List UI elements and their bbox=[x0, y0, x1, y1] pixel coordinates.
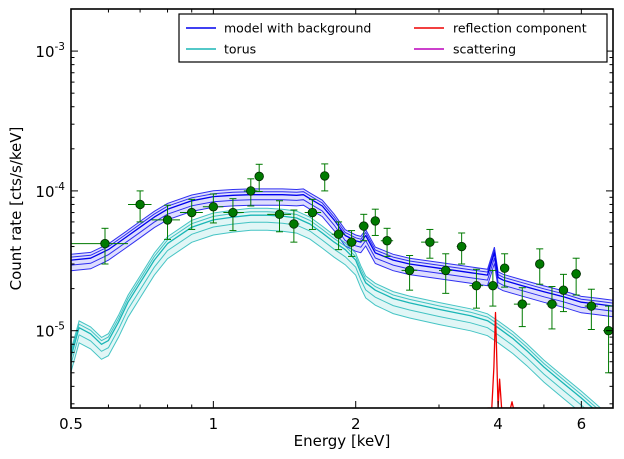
data-point-marker bbox=[333, 229, 344, 239]
y-tick-label: 10-5 bbox=[35, 321, 65, 341]
data-point-marker bbox=[571, 269, 581, 279]
data-point-marker bbox=[558, 285, 569, 295]
x-axis-label: Energy [keV] bbox=[294, 432, 391, 450]
data-point-26 bbox=[546, 286, 558, 330]
data-point-marker bbox=[274, 209, 285, 220]
data-point-marker bbox=[228, 207, 238, 218]
data-point-marker bbox=[208, 202, 219, 212]
data-point-marker bbox=[320, 171, 330, 181]
data-point-15 bbox=[370, 208, 380, 236]
data-point-18 bbox=[421, 228, 439, 259]
data-point-8 bbox=[267, 200, 292, 233]
data-point-4 bbox=[202, 193, 224, 224]
y-axis-label: Count rate [cts/s/keV] bbox=[7, 127, 25, 291]
data-point-marker bbox=[307, 207, 318, 218]
plot-background bbox=[71, 9, 613, 408]
data-points bbox=[71, 163, 613, 374]
torus-band-line-1 bbox=[71, 211, 598, 408]
data-point-0 bbox=[71, 227, 129, 265]
plot-frame bbox=[70, 8, 614, 409]
torus-line bbox=[71, 214, 594, 408]
legend-entry-reflection-component: reflection component bbox=[414, 21, 587, 36]
x-tick-label: 2 bbox=[351, 415, 361, 433]
legend-frame bbox=[178, 13, 608, 63]
data-point-marker bbox=[441, 265, 451, 276]
data-point-29 bbox=[584, 288, 598, 331]
data-point-23 bbox=[499, 253, 510, 288]
legend-label-torus: torus bbox=[224, 42, 256, 57]
data-point-marker bbox=[586, 301, 597, 311]
data-point-marker bbox=[100, 238, 110, 249]
axis-ticks bbox=[70, 8, 614, 408]
data-point-marker bbox=[535, 259, 545, 269]
y-tick-label: 10-3 bbox=[35, 41, 65, 61]
data-point-marker bbox=[488, 280, 498, 291]
data-point-13 bbox=[346, 230, 357, 257]
data-point-marker bbox=[499, 263, 510, 273]
data-point-marker bbox=[187, 207, 197, 218]
legend: model with background torus reflection c… bbox=[178, 13, 608, 63]
data-point-16 bbox=[380, 227, 394, 257]
y-tick-label: 10-4 bbox=[35, 181, 65, 201]
data-point-marker bbox=[456, 241, 467, 252]
data-point-28 bbox=[571, 257, 581, 296]
data-point-marker bbox=[135, 199, 145, 210]
x-tick-label: 4 bbox=[493, 415, 503, 433]
reflection-component-line bbox=[487, 311, 520, 408]
model-with-background-band-line-0 bbox=[71, 188, 613, 301]
x-tick-label: 1 bbox=[209, 415, 219, 433]
data-point-marker bbox=[547, 299, 557, 309]
data-point-25 bbox=[535, 248, 545, 285]
data-point-14 bbox=[358, 213, 369, 242]
tick-labels: 0.5 1 2 4 6 10-5 10-4 10-3 bbox=[35, 41, 586, 433]
legend-label-reflection-component: reflection component bbox=[453, 21, 587, 36]
data-point-12 bbox=[331, 221, 346, 251]
data-point-17 bbox=[401, 255, 418, 291]
x-tick-label: 6 bbox=[577, 415, 587, 433]
torus-band-line-2 bbox=[71, 221, 586, 408]
data-point-5 bbox=[223, 198, 244, 232]
data-point-marker bbox=[370, 216, 380, 226]
data-point-10 bbox=[304, 198, 322, 230]
data-point-11 bbox=[320, 163, 330, 192]
torus-band bbox=[71, 208, 601, 408]
legend-label-scattering: scattering bbox=[453, 42, 516, 57]
data-point-1 bbox=[128, 190, 152, 223]
data-point-19 bbox=[438, 253, 453, 294]
data-point-marker bbox=[289, 219, 299, 229]
legend-label-model-with-background: model with background bbox=[224, 21, 371, 36]
data-point-27 bbox=[558, 273, 569, 313]
legend-entry-scattering: scattering bbox=[414, 42, 516, 57]
data-point-marker bbox=[471, 280, 482, 291]
data-point-2 bbox=[151, 204, 180, 240]
data-point-marker bbox=[425, 237, 435, 247]
legend-entry-torus: torus bbox=[186, 42, 256, 57]
data-point-3 bbox=[179, 198, 203, 230]
data-point-marker bbox=[162, 215, 173, 225]
data-point-6 bbox=[243, 178, 258, 207]
data-point-marker bbox=[254, 171, 264, 182]
torus-band-line-0 bbox=[71, 207, 602, 408]
model-with-background-band bbox=[71, 188, 613, 317]
data-point-marker bbox=[382, 236, 392, 246]
torus-band-line-3 bbox=[71, 229, 576, 408]
data-point-marker bbox=[359, 221, 369, 231]
data-point-7 bbox=[254, 163, 264, 193]
data-point-marker bbox=[517, 299, 527, 309]
data-point-22 bbox=[487, 269, 499, 307]
data-point-marker bbox=[346, 237, 357, 247]
data-point-marker bbox=[404, 265, 415, 276]
data-point-9 bbox=[288, 209, 300, 243]
data-point-marker bbox=[246, 186, 256, 196]
x-tick-label: 0.5 bbox=[59, 415, 83, 433]
legend-entry-model-with-background: model with background bbox=[186, 21, 371, 36]
data-point-24 bbox=[513, 287, 531, 328]
data-point-20 bbox=[456, 232, 467, 265]
data-point-21 bbox=[469, 268, 484, 309]
